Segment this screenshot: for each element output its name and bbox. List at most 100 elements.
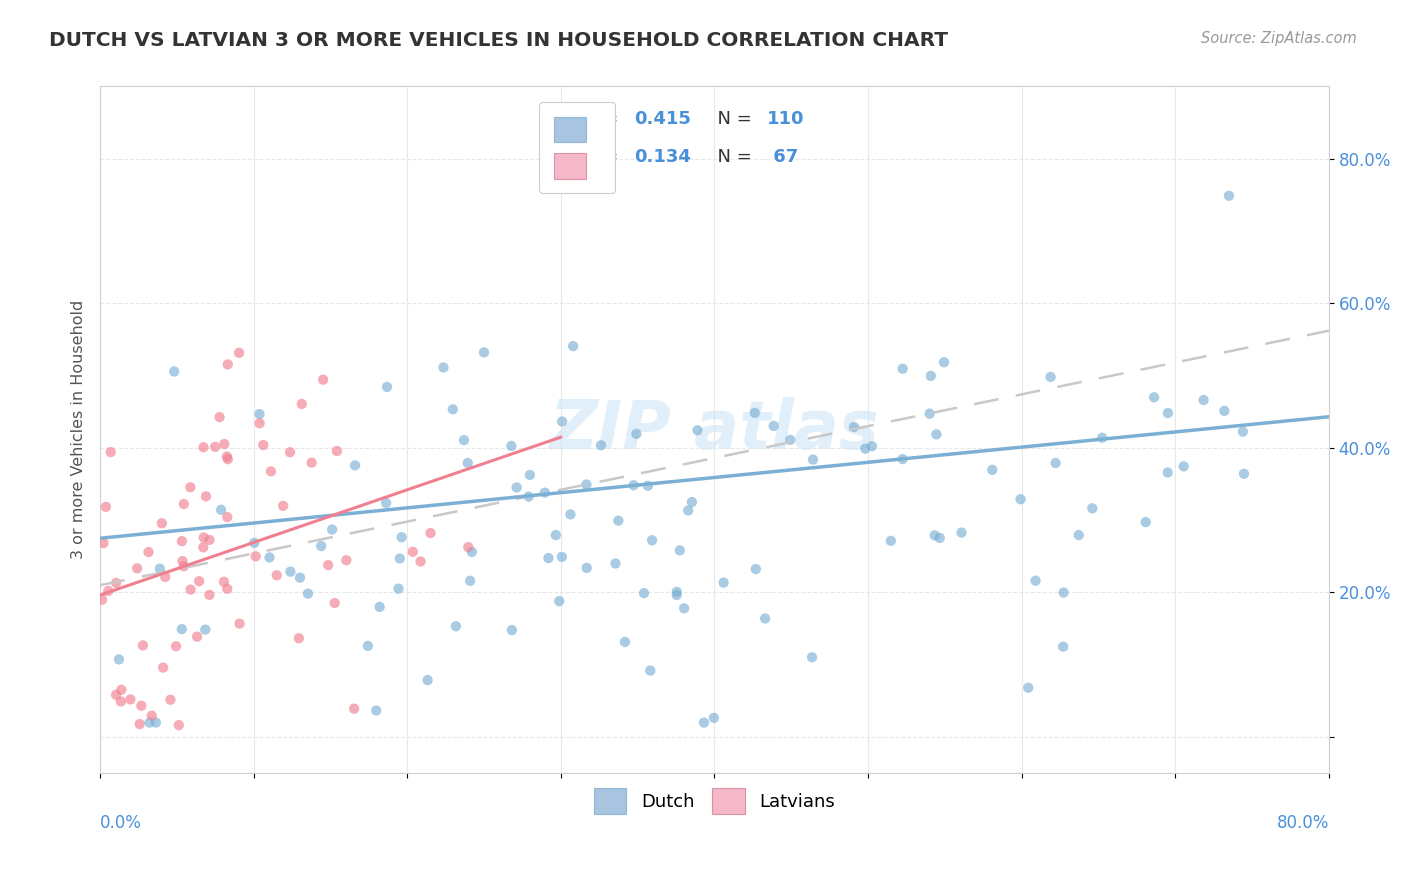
- Point: [457, 540, 479, 554]
- Point: [179, 480, 201, 494]
- Point: [517, 490, 540, 504]
- Point: [357, 639, 380, 653]
- Point: [344, 458, 367, 473]
- Point: [623, 478, 645, 492]
- Point: [1052, 640, 1074, 654]
- Point: [416, 673, 439, 687]
- Point: [271, 499, 294, 513]
- Point: [291, 397, 314, 411]
- Point: [108, 652, 131, 666]
- Point: [853, 442, 876, 456]
- Point: [93, 536, 115, 550]
- Point: [91, 592, 114, 607]
- Point: [607, 514, 630, 528]
- Point: [170, 622, 193, 636]
- Point: [665, 588, 688, 602]
- Point: [801, 650, 824, 665]
- Point: [640, 664, 662, 678]
- Point: [204, 440, 226, 454]
- Point: [641, 533, 664, 548]
- Point: [366, 704, 388, 718]
- Point: [375, 380, 398, 394]
- Point: [215, 450, 238, 464]
- Text: R =: R =: [585, 111, 624, 128]
- Point: [1052, 585, 1074, 599]
- Point: [1045, 456, 1067, 470]
- Point: [145, 715, 167, 730]
- Point: [97, 583, 120, 598]
- Point: [924, 528, 946, 542]
- Point: [217, 358, 239, 372]
- Point: [249, 407, 271, 421]
- Point: [260, 464, 283, 478]
- Point: [1135, 515, 1157, 529]
- Point: [665, 584, 688, 599]
- Point: [188, 574, 211, 589]
- Point: [860, 439, 883, 453]
- Point: [326, 444, 349, 458]
- Text: R =: R =: [585, 148, 624, 166]
- Point: [297, 587, 319, 601]
- Point: [1233, 467, 1256, 481]
- Point: [288, 631, 311, 645]
- Point: [165, 639, 187, 653]
- Point: [180, 582, 202, 597]
- Point: [343, 702, 366, 716]
- Point: [391, 530, 413, 544]
- Point: [278, 445, 301, 459]
- Point: [208, 410, 231, 425]
- Point: [402, 545, 425, 559]
- Point: [1067, 528, 1090, 542]
- Point: [309, 539, 332, 553]
- Point: [127, 561, 149, 575]
- Point: [388, 551, 411, 566]
- Point: [288, 571, 311, 585]
- Point: [673, 601, 696, 615]
- Point: [172, 554, 194, 568]
- Point: [186, 630, 208, 644]
- Point: [138, 545, 160, 559]
- Y-axis label: 3 or more Vehicles in Household: 3 or more Vehicles in Household: [72, 300, 86, 559]
- Point: [141, 708, 163, 723]
- Point: [537, 551, 560, 566]
- Point: [505, 480, 527, 494]
- Point: [686, 423, 709, 437]
- Point: [551, 415, 574, 429]
- Text: 67: 67: [768, 148, 799, 166]
- Point: [198, 588, 221, 602]
- Point: [217, 510, 239, 524]
- Point: [368, 599, 391, 614]
- Point: [312, 373, 335, 387]
- Point: [105, 688, 128, 702]
- Point: [458, 574, 481, 588]
- Point: [280, 565, 302, 579]
- Point: [94, 500, 117, 514]
- Point: [138, 715, 160, 730]
- Point: [259, 550, 281, 565]
- Point: [441, 402, 464, 417]
- Text: 110: 110: [768, 111, 804, 128]
- Text: 0.415: 0.415: [634, 111, 692, 128]
- Point: [444, 619, 467, 633]
- Point: [159, 692, 181, 706]
- Point: [703, 711, 725, 725]
- Point: [228, 616, 250, 631]
- Point: [681, 495, 703, 509]
- Point: [1213, 404, 1236, 418]
- Point: [214, 437, 236, 451]
- Point: [150, 516, 173, 531]
- Point: [1025, 574, 1047, 588]
- Point: [453, 433, 475, 447]
- Point: [560, 508, 582, 522]
- Point: [762, 418, 785, 433]
- Text: DUTCH VS LATVIAN 3 OR MORE VEHICLES IN HOUSEHOLD CORRELATION CHART: DUTCH VS LATVIAN 3 OR MORE VEHICLES IN H…: [49, 31, 948, 50]
- Point: [163, 364, 186, 378]
- Text: Source: ZipAtlas.com: Source: ZipAtlas.com: [1201, 31, 1357, 46]
- Point: [387, 582, 409, 596]
- Point: [637, 479, 659, 493]
- Point: [1017, 681, 1039, 695]
- Point: [243, 536, 266, 550]
- Point: [626, 426, 648, 441]
- Point: [1232, 425, 1254, 439]
- Point: [155, 570, 177, 584]
